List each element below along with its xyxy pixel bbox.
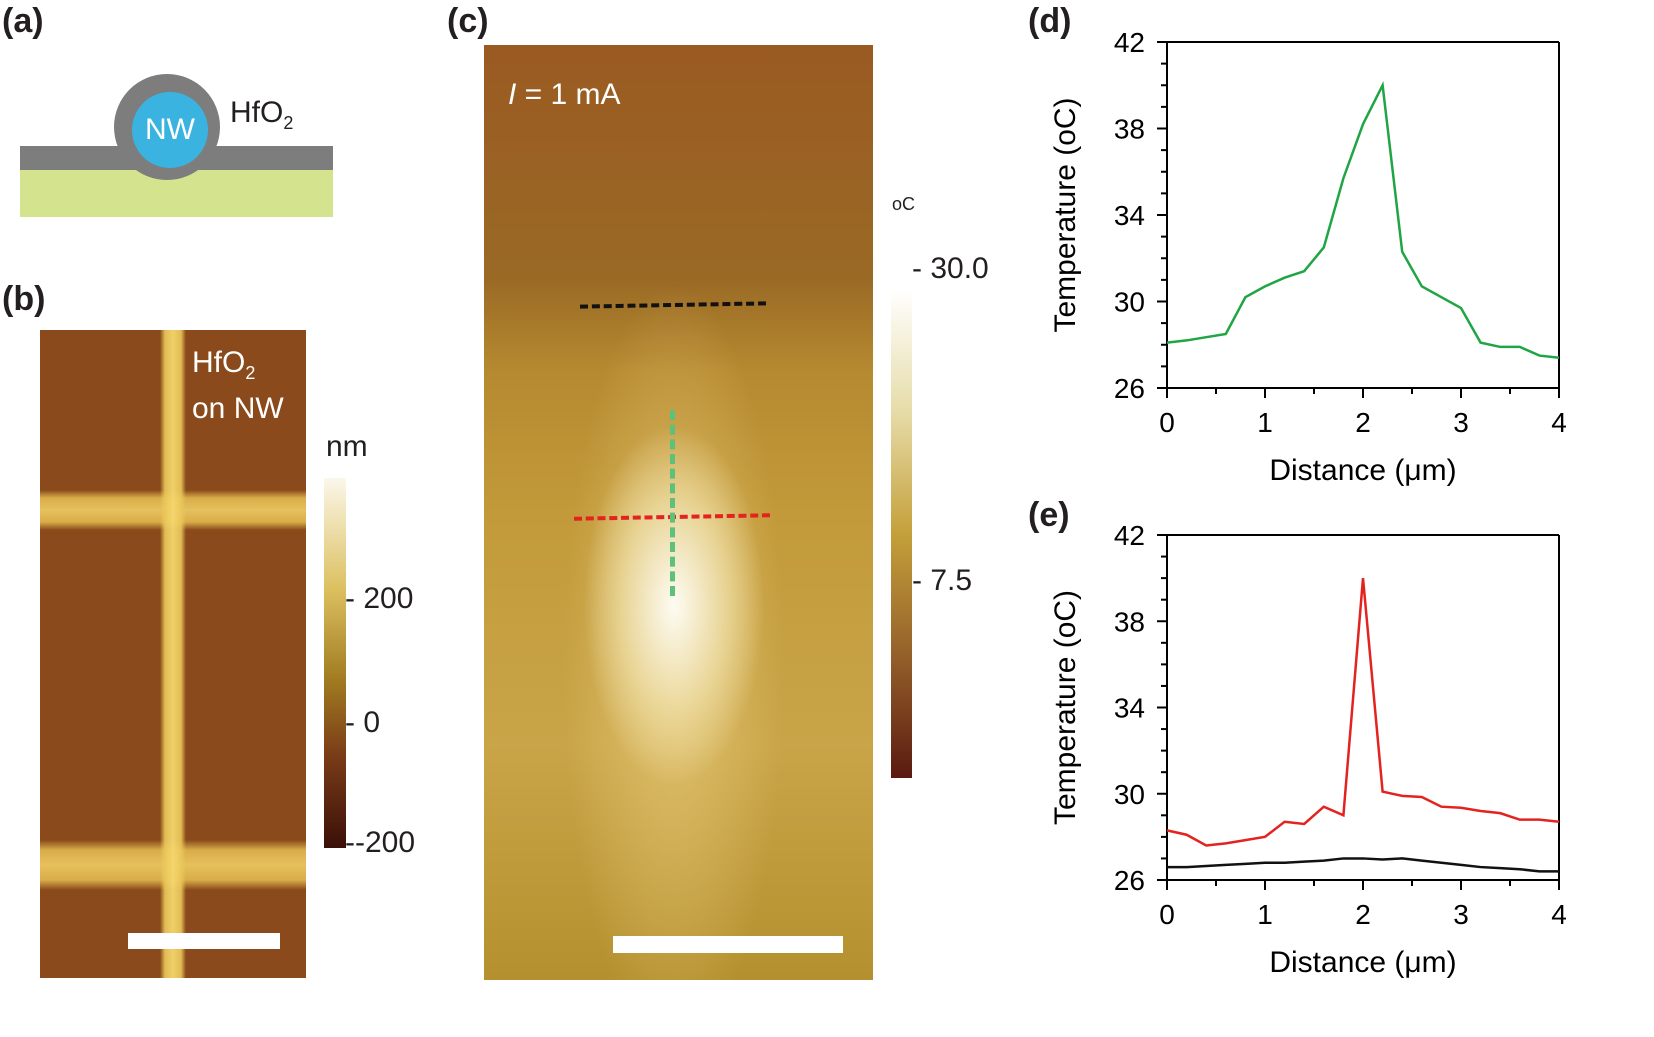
green-line-marker: [670, 410, 675, 596]
series-line: [1166, 80, 1560, 359]
colorbar-tick: --200: [345, 826, 416, 859]
y-tick-label: 42: [1114, 520, 1145, 551]
x-tick-label: 2: [1355, 407, 1371, 438]
colorbar-tick: - 0: [345, 706, 381, 739]
y-tick-label: 30: [1114, 287, 1145, 318]
panel-label-d: (d): [1028, 2, 1072, 40]
nanowire: NW: [132, 92, 208, 168]
panel-label-c: (c): [447, 2, 489, 40]
image-overlay-text: HfO2 on NW: [192, 346, 284, 425]
schematic: NW HfO2: [20, 72, 334, 218]
x-tick-label: 3: [1453, 899, 1469, 930]
x-tick-label: 2: [1355, 899, 1371, 930]
y-tick-label: 34: [1114, 693, 1145, 724]
panel-label-b: (b): [2, 280, 46, 318]
colorbar-tick: - 7.5: [912, 564, 973, 597]
y-tick-label: 34: [1114, 200, 1145, 231]
colorbar-tick: - 200: [345, 582, 414, 615]
x-tick-label: 4: [1551, 407, 1567, 438]
scale-bar: [128, 933, 280, 949]
x-tick-label: 4: [1551, 899, 1567, 930]
x-tick-label: 0: [1159, 899, 1175, 930]
colorbar-unit: nm: [326, 430, 368, 463]
colorbar-temperature: [891, 290, 912, 778]
afm-topography-image: [40, 330, 306, 978]
x-tick-label: 0: [1159, 407, 1175, 438]
scale-bar: [613, 936, 843, 953]
current-label: I = 1 mA: [508, 78, 621, 111]
y-tick-label: 26: [1114, 865, 1145, 896]
x-axis-label: Distance (μm): [1269, 454, 1456, 487]
series-line: [1166, 578, 1560, 847]
y-tick-label: 26: [1114, 373, 1145, 404]
y-axis-label: Temperature (oC): [1049, 590, 1082, 825]
nanowire-label: NW: [145, 113, 195, 146]
colorbar-tick: - 30.0: [912, 252, 989, 285]
x-tick-label: 1: [1257, 407, 1273, 438]
colorbar-unit: oC: [892, 194, 916, 214]
y-tick-label: 38: [1114, 114, 1145, 145]
series-line: [1167, 857, 1559, 873]
x-tick-label: 3: [1453, 407, 1469, 438]
y-axis-label: Temperature (oC): [1049, 97, 1082, 332]
x-axis-label: Distance (μm): [1269, 946, 1456, 979]
hfo2-label: HfO2: [230, 96, 294, 133]
colorbar-height: [324, 478, 346, 848]
panel-label-e: (e): [1028, 496, 1070, 534]
panel-label-a: (a): [2, 2, 44, 40]
y-tick-label: 38: [1114, 606, 1145, 637]
thermal-map-image: [484, 45, 873, 980]
x-tick-label: 1: [1257, 899, 1273, 930]
y-tick-label: 30: [1114, 779, 1145, 810]
y-tick-label: 42: [1114, 27, 1145, 58]
